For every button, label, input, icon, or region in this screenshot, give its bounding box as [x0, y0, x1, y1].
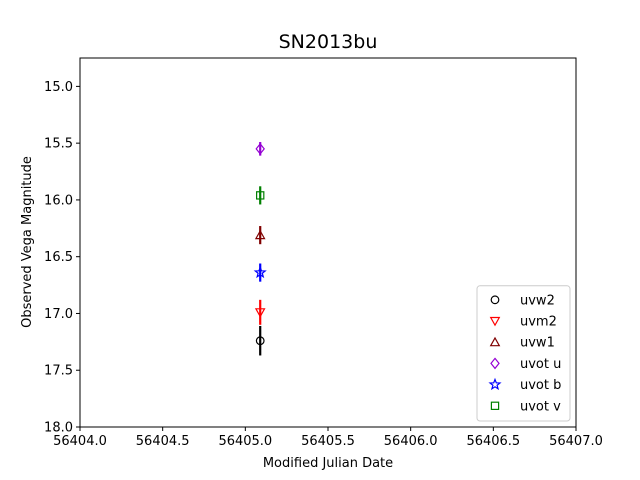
series-uvot-b	[253, 263, 267, 282]
x-tick-label: 56405.5	[301, 434, 355, 449]
x-tick-label: 56404.0	[53, 434, 107, 449]
legend-item: uvot b	[488, 377, 561, 393]
y-tick-label: 15.5	[44, 137, 73, 152]
legend-label: uvot b	[520, 378, 561, 393]
series-uvot-u	[255, 142, 265, 156]
legend-label: uvot u	[520, 357, 561, 372]
x-tick-label: 56404.5	[136, 434, 190, 449]
x-tick-label: 56406.5	[466, 434, 520, 449]
legend-item: uvm2	[489, 315, 557, 330]
y-axis-label: Observed Vega Magnitude	[20, 156, 35, 328]
legend-item: uvot v	[490, 399, 561, 414]
legend-marker	[488, 377, 502, 391]
y-tick-label: 16.5	[44, 250, 73, 265]
legend-marker	[489, 316, 501, 327]
y-tick-label: 15.0	[44, 80, 73, 95]
x-axis-label: Modified Julian Date	[263, 456, 393, 471]
data-point	[255, 142, 265, 155]
data-point	[254, 229, 266, 240]
legend-item: uvot u	[490, 357, 561, 372]
y-tick-label: 18.0	[44, 421, 73, 436]
data-point	[254, 308, 266, 318]
y-tick-label: 16.0	[44, 193, 73, 208]
series-uvm2	[254, 299, 266, 325]
legend-frame	[476, 285, 571, 422]
y-tick-label: 17.5	[44, 364, 73, 379]
data-point	[256, 191, 265, 200]
data-point	[255, 336, 265, 346]
legend-marker	[490, 357, 500, 370]
y-tick-label: 17.0	[44, 307, 73, 322]
legend-label: uvm2	[520, 315, 557, 330]
series-uvot-v	[256, 186, 265, 205]
legend-label: uvot v	[520, 399, 561, 414]
x-tick-label: 56406.0	[384, 434, 438, 449]
x-tick-label: 56405.0	[218, 434, 272, 449]
series-uvw1	[254, 226, 266, 245]
legend-item: uvw2	[490, 293, 555, 308]
legend-item: uvw1	[489, 336, 555, 351]
legend-marker	[490, 295, 500, 305]
legend-label: uvw1	[520, 336, 555, 351]
legend-label: uvw2	[520, 293, 555, 308]
series-uvw2	[255, 325, 265, 356]
chart-title: SN2013bu	[279, 31, 378, 53]
legend: uvw2 uvm2 uvw1 uvot u uvot b uvot v	[476, 285, 571, 422]
data-point	[253, 265, 267, 279]
plot-area-frame	[79, 57, 577, 428]
legend-marker	[489, 336, 501, 347]
legend-marker	[490, 401, 500, 411]
x-tick-label: 56407.0	[549, 434, 603, 449]
